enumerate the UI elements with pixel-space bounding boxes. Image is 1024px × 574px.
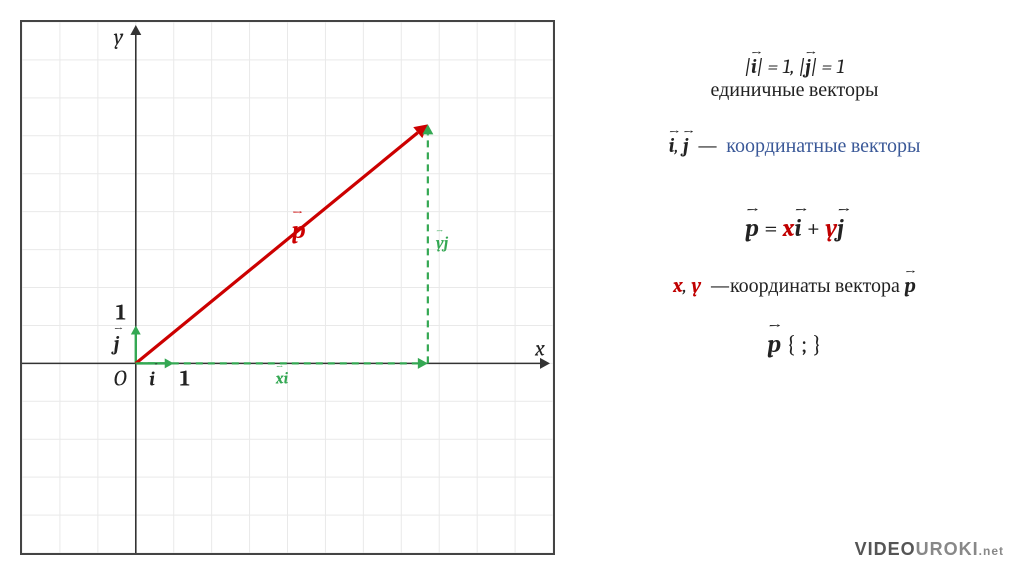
- svg-text:→: →: [292, 204, 303, 221]
- svg-text:O: O: [114, 365, 127, 391]
- svg-text:→: →: [114, 322, 123, 336]
- svg-text:1: 1: [180, 365, 190, 391]
- math-text-panel: |i| = 1, |j| = 1 единичные векторы i, j …: [555, 0, 1024, 574]
- unit-vector-magnitude: |i| = 1, |j| = 1: [595, 55, 994, 78]
- svg-text:→: →: [276, 362, 284, 373]
- p-braces: p { ; }: [595, 330, 994, 358]
- watermark: VIDEOUROKI.net: [855, 539, 1004, 560]
- xy-coords-line: x, y —координаты вектора p: [595, 274, 994, 298]
- p-decomposition: p = xi + yj: [595, 214, 994, 242]
- svg-text:→: →: [436, 226, 444, 237]
- svg-text:x: x: [534, 335, 545, 361]
- coordinate-graph: xyO11i→j→p→xi→yj→: [20, 20, 555, 555]
- coord-vectors-line: i, j — координатные векторы: [595, 134, 994, 158]
- svg-text:y: y: [114, 24, 124, 50]
- unit-vectors-label: единичные векторы: [595, 78, 994, 102]
- graph-svg: xyO11i→j→p→xi→yj→: [22, 22, 553, 553]
